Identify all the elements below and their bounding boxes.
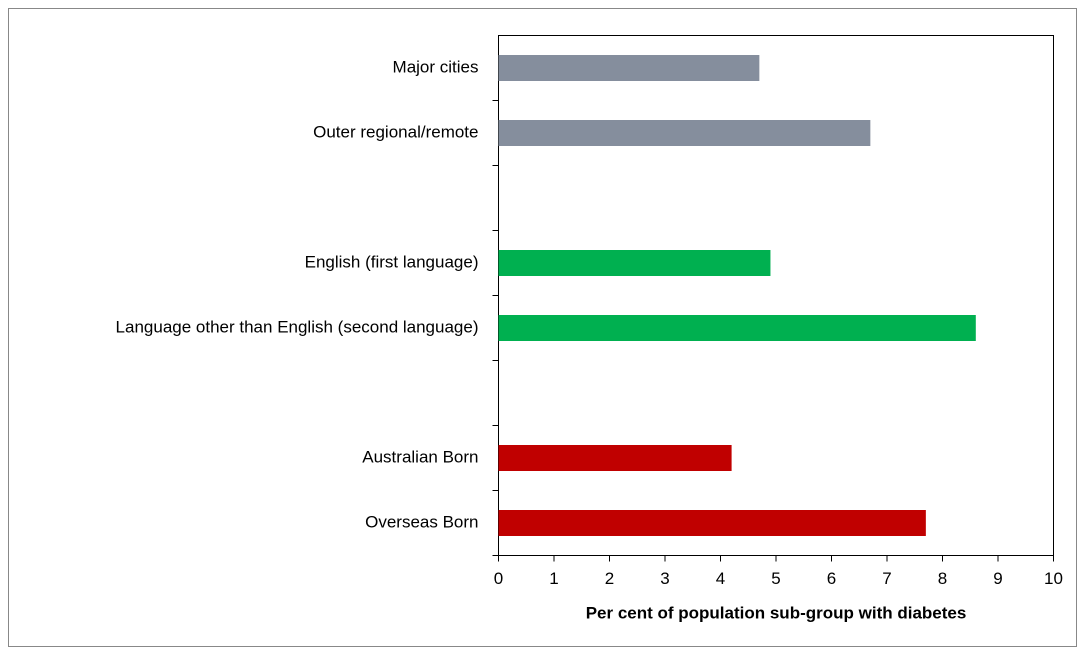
x-tick-label: 5 (771, 569, 780, 588)
y-tick-label: English (first language) (305, 252, 479, 271)
x-tick-label: 8 (938, 569, 947, 588)
bar (498, 120, 871, 146)
x-tick-label: 2 (605, 569, 614, 588)
y-tick-label: Australian Born (362, 447, 478, 466)
y-tick-label: Overseas Born (365, 512, 478, 531)
x-tick-label: 7 (882, 569, 891, 588)
x-axis-title: Per cent of population sub-group with di… (586, 603, 967, 622)
x-tick-label: 10 (1044, 569, 1063, 588)
bar (498, 510, 926, 536)
x-tick-label: 3 (660, 569, 669, 588)
bar (498, 55, 760, 81)
y-tick-label: Major cities (393, 57, 479, 76)
x-tick-label: 6 (827, 569, 836, 588)
bar (498, 250, 771, 276)
bar (498, 445, 732, 471)
x-tick-label: 4 (716, 569, 725, 588)
x-tick-label: 9 (993, 569, 1002, 588)
bar (498, 315, 976, 341)
y-tick-label: Outer regional/remote (313, 122, 478, 141)
x-tick-label: 0 (494, 569, 503, 588)
x-tick-label: 1 (549, 569, 558, 588)
y-tick-label: Language other than English (second lang… (116, 317, 479, 336)
